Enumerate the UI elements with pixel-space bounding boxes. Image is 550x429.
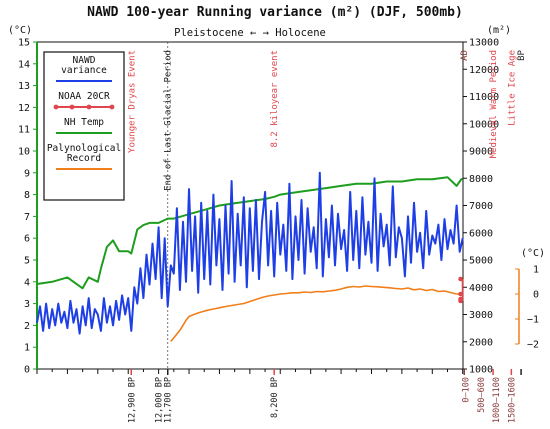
left-axis-tick-label: 3	[24, 299, 30, 310]
left-axis-tick-label: 9	[24, 168, 30, 179]
left-axis-tick-label: 7	[24, 212, 30, 223]
left-axis-tick-label: 15	[18, 38, 30, 49]
left-axis-tick-label: 14	[18, 59, 30, 70]
right-axis-tick-label: 13000	[469, 38, 499, 49]
event-label: End of Last Glacial Period	[164, 50, 174, 191]
left-axis-tick-label: 2	[24, 321, 30, 332]
right-axis-tick-label: 10000	[469, 119, 499, 130]
bottom-label: 12,900 BP	[127, 377, 137, 423]
right-axis-unit: (m²)	[487, 25, 511, 36]
right-axis-tick-label: 9000	[469, 147, 493, 158]
legend-label: NOAA 20CR	[58, 91, 110, 102]
right-axis-tick-label: 11000	[469, 92, 499, 103]
inset-axis-tick-label: −1	[527, 315, 539, 326]
left-axis-tick-label: 11	[18, 125, 30, 136]
legend-label: Record	[67, 153, 101, 164]
left-axis-tick-label: 10	[18, 147, 30, 158]
plot-area: 0123456789101112131415100020003000400050…	[18, 38, 539, 424]
bottom-label: 1500–1600	[507, 377, 517, 423]
left-axis-tick-label: 5	[24, 256, 30, 267]
legend-label: variance	[61, 65, 107, 76]
inset-axis-tick-label: −2	[527, 340, 539, 351]
right-axis-tick-label: 4000	[469, 283, 493, 294]
bottom-label: 500–600	[477, 377, 487, 413]
legend-dot	[53, 104, 59, 110]
series-nawd-variance-line	[36, 171, 464, 335]
left-axis-tick-label: 13	[18, 81, 30, 92]
right-axis-tick-label: 12000	[469, 65, 499, 76]
bottom-label: 8,200 BP	[270, 377, 280, 418]
series-palynological-record-line	[170, 285, 463, 343]
series-noaa-20cr-point	[458, 276, 463, 282]
inset-axis-tick-label: 1	[533, 265, 539, 276]
chart-title: NAWD 100-year Running variance (m²) (DJF…	[87, 5, 463, 20]
right-axis-tick-label: 6000	[469, 228, 493, 239]
right-axis-tick-label: 7000	[469, 201, 493, 212]
legend-dot	[109, 104, 115, 110]
inset-axis-unit: (°C)	[521, 248, 545, 259]
era-label: Pleistocene ← → Holocene	[174, 27, 326, 39]
event-label: AD	[460, 50, 470, 61]
right-axis-tick-label: 2000	[469, 337, 493, 348]
series-nh-temp-line	[36, 176, 463, 290]
event-label: 8.2 kiloyear event	[270, 50, 280, 148]
left-axis-tick-label: 4	[24, 277, 30, 288]
right-axis-tick-label: 8000	[469, 174, 493, 185]
series-noaa-20cr-point	[458, 291, 463, 297]
left-axis-tick-label: 0	[24, 365, 30, 376]
bottom-label: 0–100	[462, 377, 472, 403]
bottom-label: 12,000 BP	[155, 377, 165, 423]
bottom-label: 11,700 BP	[164, 377, 174, 423]
legend	[43, 51, 125, 201]
left-axis-tick-label: 1	[24, 343, 30, 354]
series-noaa-20cr-point	[458, 298, 463, 304]
right-axis-tick-label: 3000	[469, 310, 493, 321]
event-label: Little Ice Age	[507, 50, 517, 126]
right-axis-tick-label: 1000	[469, 365, 493, 376]
inset-axis-tick-label: 0	[533, 290, 539, 301]
right-axis-tick-label: 5000	[469, 256, 493, 267]
event-label: BP	[517, 49, 527, 60]
event-label: Younger Dryas Event	[127, 50, 137, 153]
event-label: Medieval Warm Period	[489, 50, 499, 158]
legend-dot	[69, 104, 75, 110]
left-axis-tick-label: 6	[24, 234, 30, 245]
left-axis-unit: (°C)	[8, 25, 32, 36]
legend-dot	[86, 104, 92, 110]
legend-label: NH Temp	[64, 117, 104, 128]
legend-label: Palynological	[47, 143, 121, 154]
left-axis-tick-label: 12	[18, 103, 30, 114]
legend-label: NAWD	[73, 55, 96, 66]
bottom-label: 1000–1100	[492, 377, 502, 423]
left-axis-tick-label: 8	[24, 190, 30, 201]
